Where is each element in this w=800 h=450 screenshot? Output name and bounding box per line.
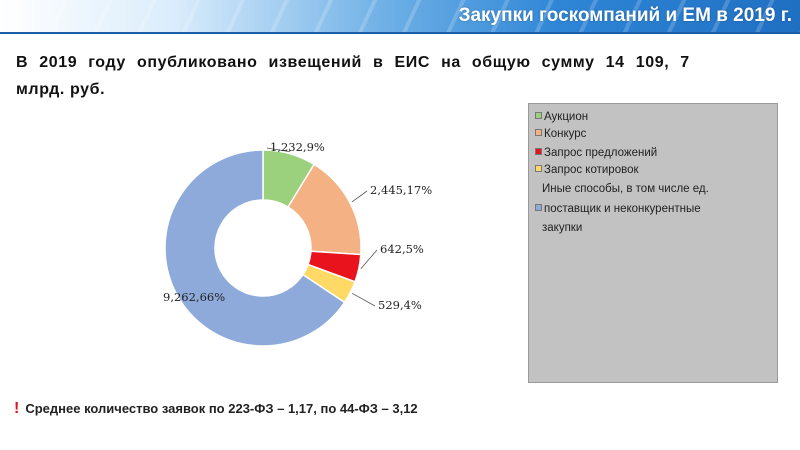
- chart-legend: Аукцион Конкурс Запрос предложений Запрос к…: [528, 103, 778, 383]
- data-label-2: 2,445,17%: [370, 183, 432, 197]
- leader-line-2: [351, 190, 368, 203]
- legend-label: поставщик и неконкурентные: [544, 203, 701, 215]
- headline-line-1: В 2019 году опубликовано извещений в ЕИС…: [16, 54, 690, 71]
- donut-slice-5: [164, 149, 346, 347]
- headline-text: В 2019 году опубликовано извещений в ЕИС…: [16, 49, 800, 103]
- leader-line-1: [266, 147, 291, 153]
- legend-swatch: [535, 129, 542, 136]
- legend-item-5: Иные способы, в том числе ед.: [535, 181, 709, 198]
- legend-label: закупки: [542, 222, 583, 234]
- legend-item-7: закупки: [535, 220, 582, 237]
- footnote-text: Среднее количество заявок по 223-ФЗ – 1,…: [25, 401, 418, 416]
- leader-line-3: [360, 249, 378, 270]
- legend-label: Иные способы, в том числе ед.: [542, 183, 709, 195]
- legend-swatch: [535, 148, 542, 155]
- slide-title: Закупки госкомпаний и ЕМ в 2019 г.: [458, 5, 792, 26]
- leader-line-4: [351, 292, 376, 307]
- legend-label: Конкурс: [544, 128, 587, 140]
- legend-item-6: поставщик и неконкурентные: [535, 201, 701, 218]
- donut-chart: 1,232,9% 2,445,17% 642,5% 529,4% 9,262,66%: [163, 140, 432, 347]
- data-label-4: 529,4%: [378, 298, 422, 312]
- legend-label: Запрос предложений: [544, 147, 658, 159]
- headline-line-2: млрд. руб.: [16, 81, 106, 98]
- legend-item-2: Конкурс: [535, 126, 586, 143]
- data-label-1: 1,232,9%: [270, 140, 325, 154]
- legend-item-4: Запрос котировок: [535, 162, 639, 179]
- legend-item-3: Запрос предложений: [535, 145, 657, 162]
- legend-item-1: Аукцион: [535, 109, 588, 126]
- data-label-3: 642,5%: [380, 242, 424, 256]
- data-label-5: 9,262,66%: [163, 290, 225, 304]
- legend-swatch: [535, 204, 542, 211]
- banner-texture: [0, 0, 800, 34]
- legend-swatch: [535, 112, 542, 119]
- legend-label: Запрос котировок: [544, 164, 639, 176]
- legend-label: Аукцион: [544, 111, 589, 123]
- banner-underline: [0, 32, 800, 34]
- footnote: ! Среднее количество заявок по 223-ФЗ – 1…: [14, 400, 418, 418]
- header-banner: Закупки госкомпаний и ЕМ в 2019 г.: [0, 0, 800, 34]
- exclamation-icon: !: [14, 400, 20, 417]
- legend-swatch: [535, 165, 542, 172]
